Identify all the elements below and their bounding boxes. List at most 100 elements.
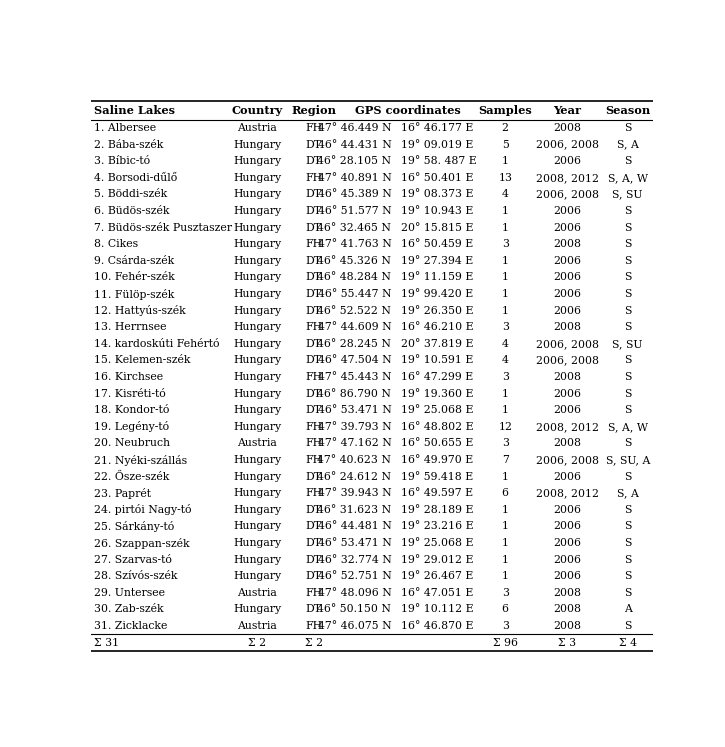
Text: 16° 49.597 E: 16° 49.597 E (401, 489, 473, 498)
Text: 46° 53.471 N: 46° 53.471 N (318, 405, 392, 415)
Text: S, A, W: S, A, W (608, 422, 647, 432)
Text: 20° 15.815 E: 20° 15.815 E (401, 223, 473, 232)
Text: 4: 4 (502, 190, 509, 199)
Text: S, SU: S, SU (613, 190, 643, 199)
Text: Hungary: Hungary (233, 422, 281, 432)
Text: 47° 47.162 N: 47° 47.162 N (318, 438, 392, 448)
Text: S: S (624, 471, 631, 482)
Text: 12: 12 (498, 422, 513, 432)
Text: 2008: 2008 (553, 621, 581, 631)
Text: 16° 46.177 E: 16° 46.177 E (401, 123, 473, 133)
Text: 47° 46.075 N: 47° 46.075 N (318, 621, 392, 631)
Text: 2006: 2006 (553, 505, 581, 515)
Text: Hungary: Hungary (233, 455, 281, 465)
Text: 2006: 2006 (553, 471, 581, 482)
Text: S: S (624, 356, 631, 365)
Text: Hungary: Hungary (233, 190, 281, 199)
Text: S: S (624, 521, 631, 531)
Text: DT: DT (306, 140, 322, 149)
Text: 20° 37.819 E: 20° 37.819 E (401, 339, 473, 349)
Text: Samples: Samples (478, 105, 532, 116)
Text: 47° 45.443 N: 47° 45.443 N (318, 372, 392, 382)
Text: 21. Nyéki-szállás: 21. Nyéki-szállás (94, 454, 188, 465)
Text: 7. Büdös-szék Pusztaszer: 7. Büdös-szék Pusztaszer (94, 223, 233, 232)
Text: 14. kardoskúti Fehértó: 14. kardoskúti Fehértó (94, 339, 220, 349)
Text: Hungary: Hungary (233, 538, 281, 548)
Text: 47° 44.609 N: 47° 44.609 N (318, 322, 392, 332)
Text: 46° 24.612 N: 46° 24.612 N (318, 471, 392, 482)
Text: S: S (624, 438, 631, 448)
Text: 2008: 2008 (553, 239, 581, 249)
Text: DT: DT (306, 289, 322, 299)
Text: S: S (624, 239, 631, 249)
Text: 1: 1 (502, 471, 509, 482)
Text: DT: DT (306, 273, 322, 282)
Text: 11. Fülöp-szék: 11. Fülöp-szék (94, 288, 175, 300)
Text: S: S (624, 505, 631, 515)
Text: 6: 6 (502, 489, 509, 498)
Text: FH: FH (305, 455, 323, 465)
Text: 19° 10.943 E: 19° 10.943 E (401, 206, 473, 216)
Text: FH: FH (305, 489, 323, 498)
Text: DT: DT (306, 471, 322, 482)
Text: 2008: 2008 (553, 322, 581, 332)
Text: 3: 3 (502, 372, 509, 382)
Text: 2006: 2006 (553, 571, 581, 581)
Text: Year: Year (553, 105, 581, 116)
Text: 24. pirtói Nagy-tó: 24. pirtói Nagy-tó (94, 504, 192, 515)
Text: Austria: Austria (237, 621, 277, 631)
Text: DT: DT (306, 356, 322, 365)
Text: 47° 41.763 N: 47° 41.763 N (318, 239, 392, 249)
Text: 2006: 2006 (553, 555, 581, 565)
Text: 16° 46.870 E: 16° 46.870 E (401, 621, 473, 631)
Text: 19° 27.394 E: 19° 27.394 E (401, 255, 473, 266)
Text: 2006: 2006 (553, 538, 581, 548)
Text: 46° 48.284 N: 46° 48.284 N (318, 273, 392, 282)
Text: 3: 3 (502, 588, 509, 598)
Text: 16° 46.210 E: 16° 46.210 E (401, 322, 473, 332)
Text: FH: FH (305, 422, 323, 432)
Text: DT: DT (306, 555, 322, 565)
Text: 16° 50.401 E: 16° 50.401 E (401, 173, 473, 183)
Text: 13. Herrnsee: 13. Herrnsee (94, 322, 167, 332)
Text: Hungary: Hungary (233, 322, 281, 332)
Text: S, A: S, A (617, 140, 639, 149)
Text: 2006: 2006 (553, 405, 581, 415)
Text: 46° 55.447 N: 46° 55.447 N (318, 289, 392, 299)
Text: 19° 11.159 E: 19° 11.159 E (401, 273, 473, 282)
Text: Σ 4: Σ 4 (618, 638, 637, 648)
Text: 6: 6 (502, 604, 509, 615)
Text: 19° 23.216 E: 19° 23.216 E (401, 521, 473, 531)
Text: Hungary: Hungary (233, 555, 281, 565)
Text: 19° 58. 487 E: 19° 58. 487 E (401, 156, 476, 166)
Text: 46° 86.790 N: 46° 86.790 N (318, 388, 392, 399)
Text: FH: FH (305, 239, 323, 249)
Text: 2006, 2008: 2006, 2008 (536, 190, 599, 199)
Text: Hungary: Hungary (233, 521, 281, 531)
Text: S: S (624, 388, 631, 399)
Text: S: S (624, 123, 631, 133)
Text: Hungary: Hungary (233, 405, 281, 415)
Text: 46° 44.481 N: 46° 44.481 N (318, 521, 392, 531)
Text: 47° 40.891 N: 47° 40.891 N (318, 173, 392, 183)
Text: Hungary: Hungary (233, 604, 281, 615)
Text: Country: Country (231, 105, 283, 116)
Text: 46° 28.245 N: 46° 28.245 N (318, 339, 392, 349)
Text: 30. Zab-szék: 30. Zab-szék (94, 604, 164, 615)
Text: S, A, W: S, A, W (608, 173, 647, 183)
Text: 4. Borsodi-dűlő: 4. Borsodi-dűlő (94, 173, 178, 183)
Text: Σ 3: Σ 3 (558, 638, 576, 648)
Text: 46° 44.431 N: 46° 44.431 N (318, 140, 392, 149)
Text: 13: 13 (498, 173, 513, 183)
Text: 19° 26.467 E: 19° 26.467 E (401, 571, 473, 581)
Text: 19. Legény-tó: 19. Legény-tó (94, 421, 170, 433)
Text: S: S (624, 621, 631, 631)
Text: S, A: S, A (617, 489, 639, 498)
Text: Hungary: Hungary (233, 156, 281, 166)
Text: 18. Kondor-tó: 18. Kondor-tó (94, 405, 170, 415)
Text: 5: 5 (502, 140, 509, 149)
Text: 2006: 2006 (553, 388, 581, 399)
Text: 46° 50.150 N: 46° 50.150 N (318, 604, 392, 615)
Text: DT: DT (306, 405, 322, 415)
Text: 9. Csárda-szék: 9. Csárda-szék (94, 255, 175, 266)
